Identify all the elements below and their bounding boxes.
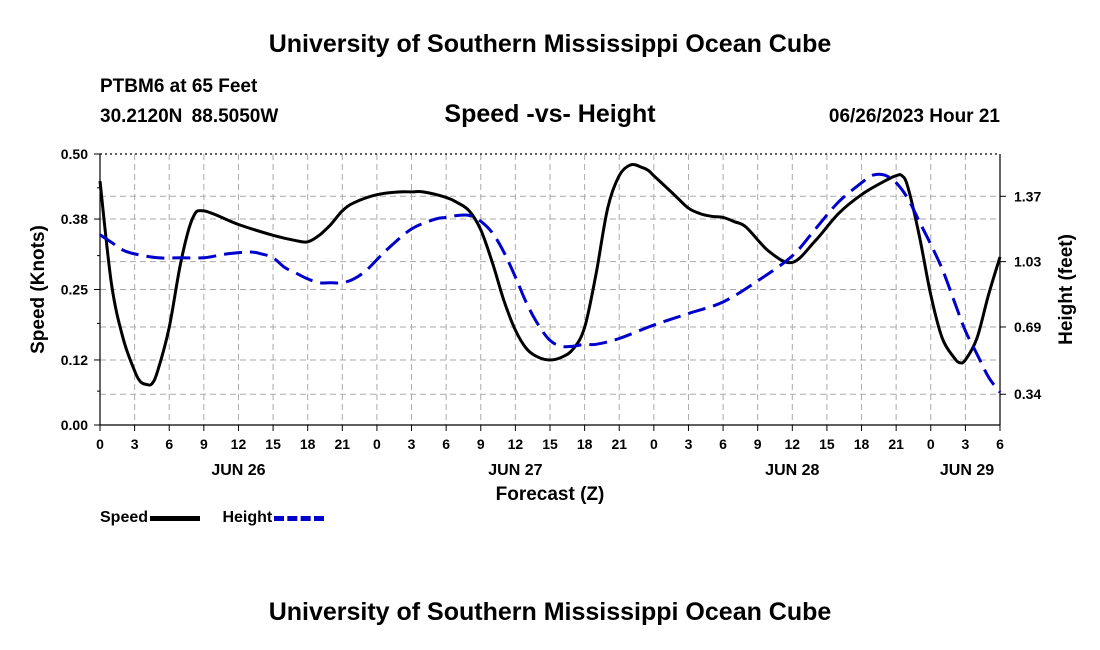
- x-tick-label: 9: [477, 436, 485, 452]
- legend-speed-label: Speed: [100, 509, 149, 526]
- date-label: JUN 26: [211, 462, 265, 479]
- y-axis-title: Speed (Knots): [28, 225, 49, 354]
- y2-tick-label: 0.34: [1014, 386, 1041, 402]
- legend-height-swatch: [274, 515, 325, 521]
- legend-height-label: Height: [222, 509, 273, 526]
- x-axis-title: Forecast (Z): [496, 484, 605, 505]
- chart-title: University of Southern Mississippi Ocean…: [268, 30, 832, 58]
- speed-series-line: [98, 163, 1002, 387]
- coordinates-label: 30.2120N 88.5050W: [100, 106, 279, 127]
- x-tick-label: 18: [854, 436, 870, 452]
- x-tick-label: 6: [996, 436, 1004, 452]
- x-tick-label: 0: [373, 436, 381, 452]
- x-tick-label: 21: [611, 436, 627, 452]
- station-label: PTBM6 at 65 Feet: [100, 76, 258, 97]
- x-tick-label: 6: [165, 436, 173, 452]
- legend-height: Height: [222, 509, 325, 527]
- x-tick-label: 0: [96, 436, 104, 452]
- chart-subtitle: Speed -vs- Height: [444, 100, 656, 128]
- y-tick-label: 0.12: [61, 352, 88, 368]
- x-tick-label: 12: [785, 436, 801, 452]
- x-tick-label: 21: [888, 436, 904, 452]
- x-tick-label: 3: [685, 436, 693, 452]
- y-tick-label: 0.00: [61, 417, 88, 433]
- y2-tick-label: 0.69: [1014, 319, 1041, 335]
- date-label: JUN 27: [488, 462, 542, 479]
- y2-tick-label: 1.37: [1014, 188, 1041, 204]
- x-tick-label: 18: [577, 436, 593, 452]
- y2-axis-title: Height (feet): [1056, 234, 1077, 345]
- x-tick-label: 21: [335, 436, 351, 452]
- date-label: JUN 29: [940, 462, 994, 479]
- x-tick-label: 6: [719, 436, 727, 452]
- x-tick-label: 18: [300, 436, 316, 452]
- date-label: JUN 28: [765, 462, 819, 479]
- x-tick-label: 15: [265, 436, 281, 452]
- x-tick-label: 0: [927, 436, 935, 452]
- y-tick-label: 0.25: [61, 282, 88, 298]
- footer-title: University of Southern Mississippi Ocean…: [268, 598, 832, 626]
- x-tick-label: 3: [131, 436, 139, 452]
- x-tick-label: 15: [542, 436, 558, 452]
- x-tick-label: 3: [408, 436, 416, 452]
- x-tick-label: 12: [231, 436, 247, 452]
- legend-speed: Speed: [100, 509, 201, 527]
- legend: Speed Height: [100, 509, 342, 527]
- forecast-datetime: 06/26/2023 Hour 21: [828, 106, 1000, 127]
- y-tick-label: 0.38: [61, 211, 88, 227]
- x-tick-label: 6: [442, 436, 450, 452]
- x-tick-label: 0: [650, 436, 658, 452]
- x-tick-label: 9: [754, 436, 762, 452]
- y-tick-label: 0.50: [61, 146, 88, 162]
- x-tick-label: 15: [819, 436, 835, 452]
- x-tick-label: 3: [961, 436, 969, 452]
- legend-speed-swatch: [150, 515, 201, 521]
- y2-tick-label: 1.03: [1014, 254, 1041, 270]
- height-series-line: [99, 172, 1002, 394]
- x-tick-label: 12: [508, 436, 524, 452]
- x-tick-label: 9: [200, 436, 208, 452]
